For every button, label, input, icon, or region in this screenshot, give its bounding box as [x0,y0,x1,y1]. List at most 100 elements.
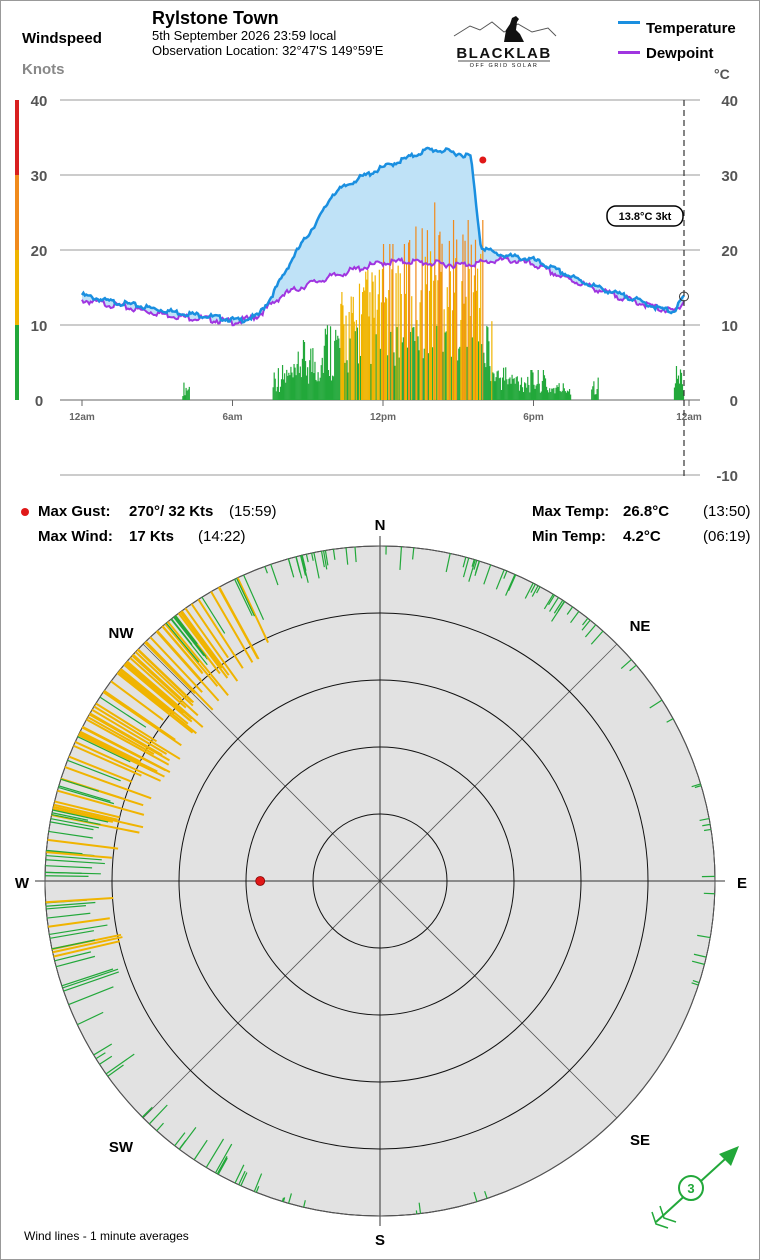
rose-wind-line [91,708,168,755]
rose-wind-line [68,986,114,1006]
current-reading-callout: 13.8°C 3kt [606,205,684,227]
temp-tick-20: 20 [721,243,738,260]
rose-outer-ring [44,545,716,1217]
max-wind-value: 17 Kts [129,528,175,545]
rose-wind-line [64,766,152,800]
rose-wind-line [145,640,214,711]
time-tick-0: 12am [69,412,95,423]
rose-wind-line [45,865,93,869]
rose-wind-line [51,812,89,821]
current-wind-speed: 3 [687,1181,694,1196]
date-line: 5th September 2026 23:59 local [152,28,337,43]
rose-wind-line [311,552,314,561]
rose-wind-line [243,574,265,620]
rose-wind-line [553,599,564,614]
rose-wind-line [49,930,95,939]
rose-wind-line [699,818,710,821]
rose-wind-line [54,800,121,819]
rose-wind-line [45,896,114,904]
footer-note: Wind lines - 1 minute averages [24,1229,189,1243]
rose-spoke-diagonal [379,643,618,882]
current-reading-label: 13.8°C 3kt [619,211,672,223]
rose-wind-line [53,805,144,829]
rose-wind-line [524,582,534,599]
time-tick-2: 12pm [370,412,396,423]
rose-wind-line [531,585,539,597]
rose-wind-line [354,546,357,563]
rose-wind-line [177,612,229,679]
rose-wind-line [88,713,171,762]
rose-wind-line [93,705,181,760]
rose-wind-line [174,615,207,657]
rose-wind-line [703,828,712,832]
rose-wind-line [77,1011,104,1026]
rose-wind-line [473,1192,478,1202]
rose-wind-line [536,586,541,594]
rose-wind-line [282,1197,286,1202]
rose-wind-line [164,623,219,687]
wind-tick-20: 20 [31,243,48,260]
rose-wind-line [234,578,253,617]
rose-wind-line [193,1139,208,1161]
rose-wind-line [581,619,591,631]
legend-dewpoint-swatch [618,51,640,54]
time-axis-ticks: 12am 6am 12pm 6pm 12am [69,400,702,423]
rose-wind-lines [45,546,715,1215]
compass-label-se: SE [630,1132,650,1149]
time-tick-3: 6pm [523,412,544,423]
rose-wind-line [46,851,112,859]
rose-wind-line [691,982,699,986]
rose-wind-line [255,1186,260,1193]
rose-wind-line [629,664,637,672]
rose-wind-line [495,569,505,590]
rose-wind-line [549,597,559,612]
rose-wind-line [45,901,96,907]
rose-wind-line [49,924,108,936]
rose-wind-line [468,559,476,582]
rose-wind-line [134,651,194,707]
wind-axis-ticks: 0 10 20 30 40 [31,93,48,410]
location-line: Observation Location: 32°47'S 149°59'E [152,43,384,58]
rose-wind-line [281,1197,285,1202]
rose-wind-line [54,951,92,962]
rose-wind-line [118,670,197,735]
station-name: Rylstone Town [152,8,279,28]
rose-wind-line [68,755,133,783]
rose-ring-10 [245,746,515,1016]
max-temp-label: Max Temp: [532,503,610,520]
rose-wind-line [649,699,663,709]
rose-wind-line [58,785,111,802]
temp-tick-10: 10 [721,318,738,335]
min-temp-time: (06:19) [703,528,751,545]
current-wind-arrowhead-icon [719,1146,739,1166]
rose-wind-line [156,1122,164,1132]
temperature-line [80,146,685,324]
rose-wind-line [566,606,574,615]
max-temp-value: 26.8°C [623,503,670,520]
rose-wind-line [620,659,632,669]
rose-wind-line [174,1132,186,1147]
rose-wind-line [240,1172,248,1186]
rose-wind-line [131,654,199,717]
rose-max-gust-point [255,876,266,886]
rose-wind-line [503,570,508,579]
rose-wind-line [412,547,415,560]
rose-wind-line [399,546,403,571]
rose-wind-line [216,1156,228,1175]
max-gust-marker-icon [21,508,29,516]
min-temp-label: Min Temp: [532,528,606,545]
time-tick-1: 6am [222,412,242,423]
rose-wind-line [173,616,205,657]
rose-wind-line [46,905,86,910]
temp-tick--10: -10 [716,468,738,485]
rose-wind-line [582,617,589,626]
rose-ring-0 [312,813,448,949]
rose-wind-line [61,968,114,987]
rose-wind-line [78,734,154,772]
max-gust-label: Max Gust: [38,503,111,520]
rose-wind-line [264,566,268,574]
rose-wind-line [175,615,198,645]
rose-wind-line [95,702,158,743]
wind-scale-segment-0 [15,325,19,400]
temp-tick-0: 0 [730,393,738,410]
